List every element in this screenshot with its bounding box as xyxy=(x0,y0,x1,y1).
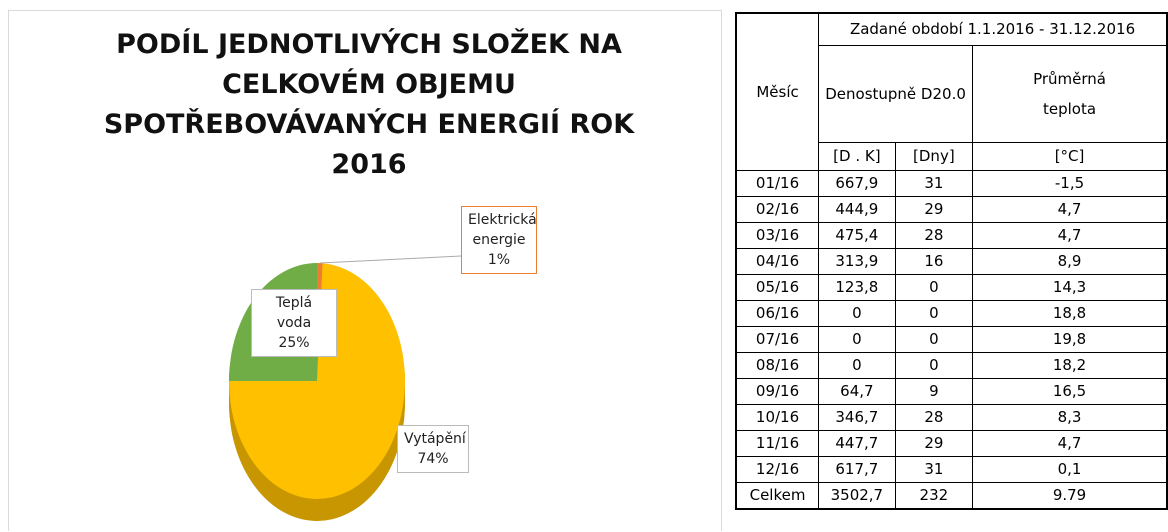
header-cell: Denostupně D20.0 xyxy=(818,44,974,143)
table-cell: 0 xyxy=(818,299,896,327)
table-cell: 4,7 xyxy=(972,221,1168,249)
table-row: 07/16 0 0 19,8 xyxy=(735,325,1168,353)
table-cell: 0 xyxy=(894,273,974,301)
table-cell: 03/16 xyxy=(735,221,820,249)
table-row: 09/16 64,7 9 16,5 xyxy=(735,377,1168,405)
table-cell: 8,9 xyxy=(972,247,1168,275)
table-cell: 28 xyxy=(894,221,974,249)
table-cell: 8,3 xyxy=(972,403,1168,431)
table-cell: 313,9 xyxy=(818,247,896,275)
table-row: 12/16 617,7 31 0,1 xyxy=(735,455,1168,483)
header-cell: Zadané období 1.1.2016 - 31.12.2016 xyxy=(818,12,1168,46)
table-cell: 447,7 xyxy=(818,429,896,457)
table-cell: 07/16 xyxy=(735,325,820,353)
value-label: 74% xyxy=(417,451,449,467)
table-cell: 28 xyxy=(894,403,974,431)
value-label: 1% xyxy=(487,252,511,268)
table-cell: 4,7 xyxy=(972,429,1168,457)
chart: PODÍL JEDNOTLIVÝCH SLOŽEK NA CELKOVÉM OB… xyxy=(8,10,722,531)
table-cell: 31 xyxy=(894,455,974,483)
table-cell: 02/16 xyxy=(735,195,820,223)
table-cell: 232 xyxy=(894,481,974,509)
table-cell: 0 xyxy=(818,325,896,353)
table-row: 06/16 0 0 18,8 xyxy=(735,299,1168,327)
table-cell: 16,5 xyxy=(972,377,1168,405)
table-row: 11/16 447,7 29 4,7 xyxy=(735,429,1168,457)
table-body: Měsíc Zadané období 1.1.2016 - 31.12.2016… xyxy=(735,12,1168,509)
table-cell: 06/16 xyxy=(735,299,820,327)
table-row: 05/16 123,8 0 14,3 xyxy=(735,273,1168,301)
table-cell: 444,9 xyxy=(818,195,896,223)
leader-line xyxy=(319,255,462,264)
table-cell: 18,8 xyxy=(972,299,1168,327)
table-cell: 19,8 xyxy=(972,325,1168,353)
table-cell: 18,2 xyxy=(972,351,1168,379)
unit-cell: [Dny] xyxy=(894,141,974,171)
table-cell: 01/16 xyxy=(735,169,820,197)
slice xyxy=(229,263,405,500)
table-cell: 4,7 xyxy=(972,195,1168,223)
table-cell: 0 xyxy=(894,325,974,353)
table-cell: 14,3 xyxy=(972,273,1168,301)
header-cell: Měsíc xyxy=(735,12,820,171)
table-cell: 12/16 xyxy=(735,455,820,483)
table-cell: 667,9 xyxy=(818,169,896,197)
table-cell: 04/16 xyxy=(735,247,820,275)
table-cell: 617,7 xyxy=(818,455,896,483)
header-cell: Průměrná teplota xyxy=(972,44,1168,143)
table-cell: 08/16 xyxy=(735,351,820,379)
table-cell: 0,1 xyxy=(972,455,1168,483)
table-cell: 346,7 xyxy=(818,403,896,431)
table-row: 04/16 313,9 16 8,9 xyxy=(735,247,1168,275)
value-label: 25% xyxy=(278,335,310,351)
table-cell: 29 xyxy=(894,429,974,457)
table-row: 02/16 444,9 29 4,7 xyxy=(735,195,1168,223)
table-row: 01/16 667,9 31 -1,5 xyxy=(735,169,1168,197)
category-label: Elektrická energie xyxy=(468,212,537,248)
table-cell: 9 xyxy=(894,377,974,405)
unit-cell: [D . K] xyxy=(818,141,896,171)
pie-svg xyxy=(229,255,462,521)
table-cell: 9.79 xyxy=(972,481,1168,509)
table-row: Celkem 3502,7 232 9.79 xyxy=(735,481,1168,509)
table-cell: 16 xyxy=(894,247,974,275)
unit-cell: [°C] xyxy=(972,141,1168,171)
table-cell: 29 xyxy=(894,195,974,223)
table-row: 08/16 0 0 18,2 xyxy=(735,351,1168,379)
table-cell: 31 xyxy=(894,169,974,197)
table-cell: 3502,7 xyxy=(818,481,896,509)
table-cell: 123,8 xyxy=(818,273,896,301)
data-label: Elektrická energie 1% xyxy=(461,206,537,274)
table-row: 03/16 475,4 28 4,7 xyxy=(735,221,1168,249)
category-label: Teplá voda xyxy=(275,295,313,331)
category-label: Vytápění xyxy=(404,431,466,447)
table-cell: 09/16 xyxy=(735,377,820,405)
table-cell: -1,5 xyxy=(972,169,1168,197)
table-row: 10/16 346,7 28 8,3 xyxy=(735,403,1168,431)
table-cell: 0 xyxy=(894,299,974,327)
table-cell: 11/16 xyxy=(735,429,820,457)
table-cell: 475,4 xyxy=(818,221,896,249)
chart-title: PODÍL JEDNOTLIVÝCH SLOŽEK NA CELKOVÉM OB… xyxy=(103,29,635,180)
table-cell: 0 xyxy=(894,351,974,379)
table-cell: 05/16 xyxy=(735,273,820,301)
table: Měsíc Zadané období 1.1.2016 - 31.12.2016… xyxy=(735,12,1168,510)
data-label: Teplá voda 25% xyxy=(251,289,337,357)
table-cell: Celkem xyxy=(735,481,820,509)
table-cell: 10/16 xyxy=(735,403,820,431)
table-cell: 64,7 xyxy=(818,377,896,405)
data-label: Vytápění 74% xyxy=(397,425,469,473)
table-cell: 0 xyxy=(818,351,896,379)
